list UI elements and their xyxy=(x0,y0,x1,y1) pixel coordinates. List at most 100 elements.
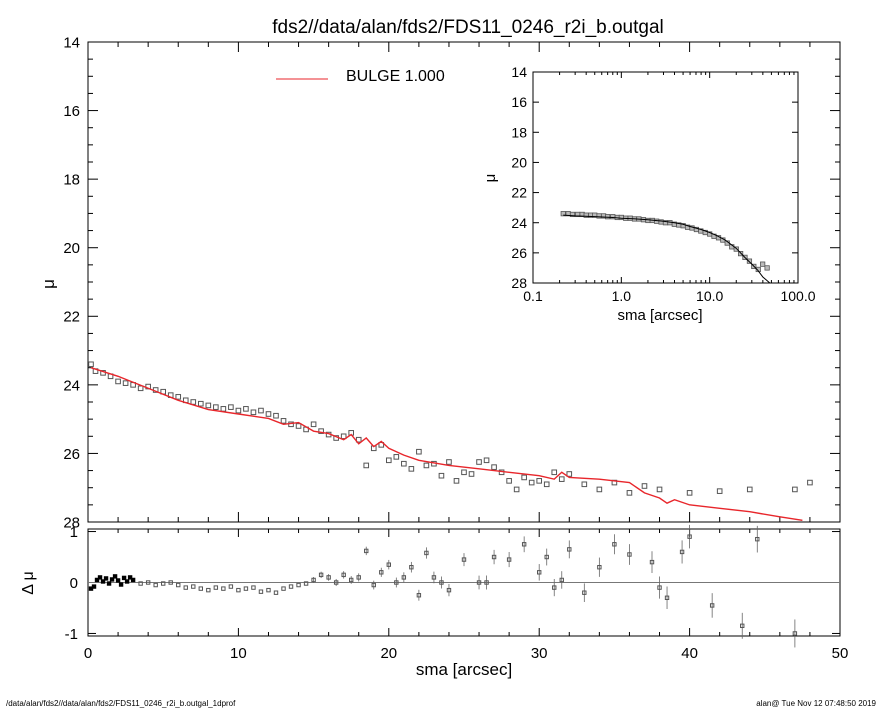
residual-point xyxy=(537,570,542,575)
y-tick-label: 24 xyxy=(511,215,527,231)
x-tick-label: 10.0 xyxy=(696,288,723,304)
residual-point xyxy=(649,559,655,565)
x-tick-label: 100.0 xyxy=(780,288,815,304)
data-point xyxy=(641,483,648,489)
residual-point xyxy=(755,536,760,542)
data-point xyxy=(596,486,603,493)
data-point xyxy=(190,399,197,405)
data-point xyxy=(340,433,347,440)
data-point xyxy=(807,479,813,486)
data-point xyxy=(438,472,445,479)
residual-point xyxy=(91,584,97,589)
y-tick-label: 26 xyxy=(63,446,80,463)
y-tick-label: 18 xyxy=(63,172,80,189)
residual-point xyxy=(356,575,361,580)
data-point xyxy=(560,211,566,217)
residual-point xyxy=(296,582,301,588)
residual-point xyxy=(409,565,414,570)
residual-point xyxy=(424,550,429,556)
data-point xyxy=(446,459,452,465)
data-point xyxy=(513,486,520,493)
residual-point xyxy=(386,562,392,567)
data-point xyxy=(453,478,460,484)
data-point xyxy=(596,213,602,219)
data-point xyxy=(273,412,279,419)
residual-point xyxy=(127,575,133,580)
residual-point xyxy=(228,584,234,589)
residual-point xyxy=(792,631,798,636)
residual-point xyxy=(221,586,226,591)
data-point xyxy=(551,469,558,476)
data-point xyxy=(654,218,660,224)
data-point xyxy=(645,217,651,224)
inset-plot-frame xyxy=(532,71,799,284)
inset-ylabel: μ xyxy=(482,174,499,183)
residual-point xyxy=(476,580,482,585)
data-point xyxy=(483,457,490,464)
footer-right: alan@ Tue Nov 12 07:48:50 2019 xyxy=(756,699,876,708)
residual-point xyxy=(612,542,617,547)
x-tick-label: 50 xyxy=(832,645,849,662)
y-tick-label: 22 xyxy=(511,185,527,201)
residual-point xyxy=(740,623,745,629)
data-point xyxy=(175,394,182,400)
legend-label: BULGE 1.000 xyxy=(346,68,445,85)
residual-point xyxy=(100,579,106,584)
residual-point xyxy=(115,578,121,583)
data-point xyxy=(408,466,415,472)
residual-point xyxy=(597,565,602,570)
data-point xyxy=(401,460,407,467)
y-tick-label: 16 xyxy=(511,94,527,110)
y-tick-label: -1 xyxy=(65,626,78,643)
data-point xyxy=(258,407,264,414)
residual-points xyxy=(88,524,798,648)
data-point xyxy=(363,462,370,469)
data-point xyxy=(656,486,663,493)
residual-point xyxy=(461,557,467,562)
data-point xyxy=(468,471,475,477)
data-point xyxy=(792,486,798,493)
y-tick-label: 16 xyxy=(63,103,80,120)
data-point xyxy=(295,423,302,429)
x-tick-label: 10 xyxy=(230,645,247,662)
residual-ylabel: Δ μ xyxy=(20,571,37,594)
residual-point xyxy=(311,577,316,583)
residual-point xyxy=(206,587,211,593)
data-point xyxy=(355,436,362,443)
residual-point xyxy=(124,579,130,584)
residual-point xyxy=(236,587,241,593)
residual-point xyxy=(258,589,264,594)
data-point xyxy=(618,214,624,221)
data-point xyxy=(543,481,550,488)
residual-point xyxy=(552,585,557,590)
y-tick-label: 1 xyxy=(70,524,78,541)
y-tick-label: 28 xyxy=(63,514,80,531)
data-point xyxy=(581,481,588,488)
x-tick-label: 40 xyxy=(681,645,698,662)
data-point xyxy=(566,471,573,477)
data-point xyxy=(746,258,753,264)
residual-point xyxy=(130,577,136,583)
residual-point xyxy=(145,580,151,585)
residual-point xyxy=(709,603,715,608)
data-point xyxy=(250,409,257,416)
residual-point xyxy=(679,549,685,555)
y-tick-label: 20 xyxy=(511,154,527,170)
main-profile-ticks: 14 16 18 20 22 24 26 28 xyxy=(63,34,841,531)
residual-point xyxy=(559,577,564,583)
residual-point xyxy=(118,582,124,587)
residual-point xyxy=(153,582,158,588)
footer-left: /data/alan/fds2//data/alan/fds2/FDS11_02… xyxy=(6,699,236,708)
residual-panel: Δ μ sma [arcsec] 0 10 20 30 40 50 -1 0 1 xyxy=(20,524,848,679)
residual-point xyxy=(112,574,118,579)
data-point xyxy=(733,246,739,252)
data-point xyxy=(393,454,400,460)
residual-point xyxy=(333,580,339,585)
residual-point xyxy=(103,576,109,581)
residual-point xyxy=(657,585,662,590)
data-point xyxy=(536,478,543,484)
residuals-ticks: 0 10 20 30 40 50 -1 0 1 xyxy=(65,524,849,662)
residual-point xyxy=(484,580,489,585)
y-tick-label: 20 xyxy=(63,240,80,257)
